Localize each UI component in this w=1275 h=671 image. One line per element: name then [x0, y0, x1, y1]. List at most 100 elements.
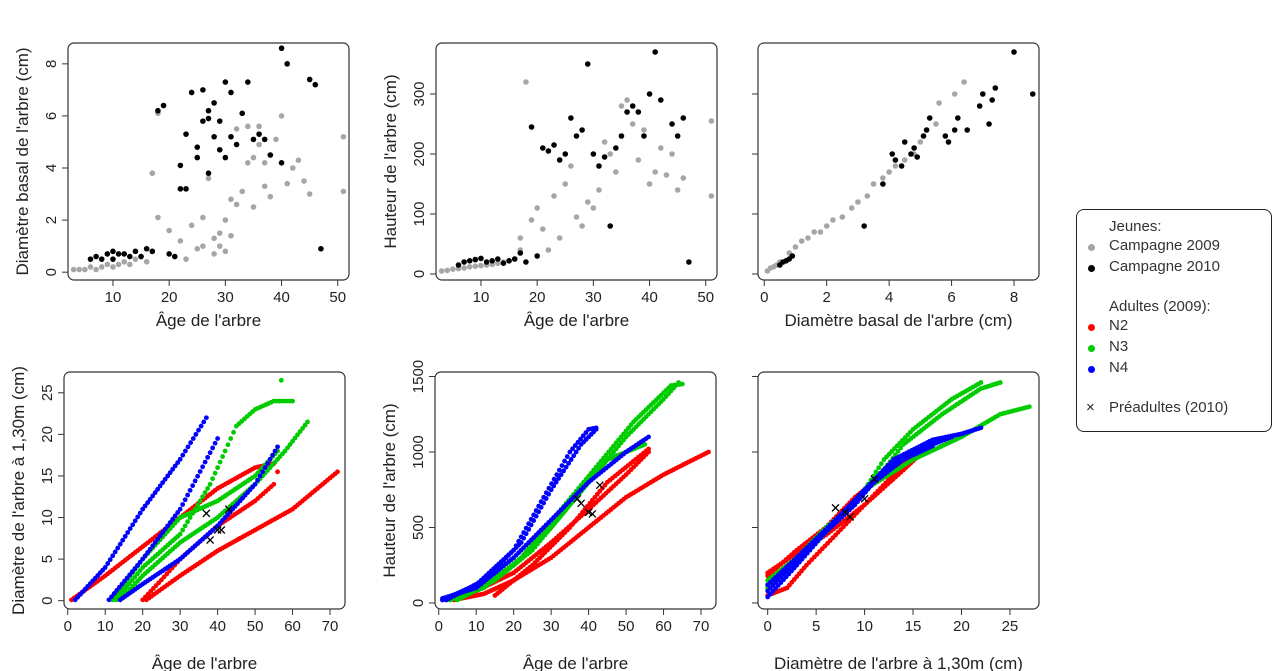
data-point: [117, 541, 123, 547]
plot-frame: [67, 42, 350, 281]
data-point: [986, 121, 992, 127]
plot-frame: [757, 42, 1040, 281]
data-point: [564, 454, 570, 459]
data-point: [318, 245, 324, 252]
y-tick-label: 0: [411, 270, 428, 278]
panel-1: 10 20 30 40 50 0 2 4 6 8 Âge de l'arbre Diamètre ba…: [13, 42, 350, 330]
data-point: [278, 377, 284, 383]
data-point: [658, 97, 664, 103]
data-point: [568, 115, 574, 121]
data-point: [211, 133, 217, 140]
data-point: [93, 253, 99, 260]
data-point: [579, 127, 585, 133]
data-point: [472, 256, 479, 263]
data-point: [180, 527, 186, 533]
x-tick-label: 50: [697, 289, 714, 306]
panel-5: 0 10 20 30 40 50 60 70 0 500 1000 1500 Âge de l'arbr…: [380, 360, 717, 671]
data-point: [335, 469, 340, 475]
data-point: [233, 126, 240, 132]
data-point: [652, 49, 658, 55]
data-point: [157, 533, 163, 539]
series-campagne-2010: [777, 49, 1036, 268]
data-point: [811, 229, 817, 235]
data-point: [205, 486, 211, 491]
data-point: [104, 261, 111, 268]
data-point: [220, 454, 226, 459]
data-point: [160, 480, 166, 485]
data-point: [210, 445, 216, 451]
y-tick-label: 500: [410, 515, 427, 540]
data-point: [284, 61, 290, 67]
data-point: [523, 79, 529, 85]
data-point: [997, 380, 1003, 385]
data-point: [949, 434, 955, 440]
data-point: [271, 481, 277, 487]
data-point: [290, 438, 295, 444]
data-point: [104, 251, 111, 257]
data-point-cross: [588, 509, 597, 518]
legend-label-2009: Campagne 2009: [1109, 237, 1220, 254]
legend-label-n2: N2: [1109, 317, 1129, 334]
data-point: [590, 205, 597, 211]
data-point: [210, 476, 216, 482]
data-point: [1011, 49, 1017, 55]
data-point: [290, 398, 295, 404]
data-point: [861, 223, 867, 229]
data-point: [107, 557, 113, 563]
legend-label-2010: Campagne 2010: [1109, 258, 1220, 275]
data-point: [629, 103, 636, 109]
data-point: [155, 214, 161, 221]
data-point: [898, 445, 904, 451]
data-point: [618, 133, 625, 139]
data-point: [167, 520, 173, 525]
legend-label-preadultes: Préadultes (2010): [1109, 399, 1229, 416]
data-point: [233, 141, 240, 148]
data-point: [110, 553, 116, 559]
data-point: [155, 536, 161, 542]
data-point: [278, 45, 285, 52]
legend-marker-n3: [1088, 345, 1095, 352]
data-point: [495, 260, 501, 267]
y-tick-label: 0: [39, 597, 56, 605]
x-tick-label: 0: [760, 289, 768, 306]
data-point: [203, 415, 209, 421]
data-point: [607, 223, 614, 229]
data-point: [823, 223, 830, 229]
data-point: [607, 151, 614, 157]
data-point: [295, 157, 302, 163]
data-point: [285, 445, 290, 451]
data-point: [302, 422, 308, 428]
data-point: [194, 154, 201, 161]
data-point: [562, 151, 569, 157]
data-point: [217, 459, 223, 465]
data-point: [245, 79, 251, 85]
series-n4: [72, 415, 280, 603]
data-point: [195, 502, 201, 508]
data-point: [188, 222, 195, 229]
data-point: [534, 253, 540, 259]
data-point: [216, 230, 223, 236]
data-point: [680, 115, 687, 121]
data-point: [207, 450, 213, 456]
data-point: [278, 113, 285, 119]
data-point: [185, 519, 191, 525]
data-point: [876, 465, 882, 471]
data-point: [923, 127, 930, 133]
data-point: [140, 556, 146, 562]
data-point: [122, 533, 128, 539]
series-campagne-2009: [438, 79, 715, 274]
data-point: [93, 266, 99, 273]
data-point: [102, 565, 108, 570]
data-point: [340, 133, 347, 140]
data-point: [205, 115, 212, 122]
data-point: [511, 256, 518, 262]
data-point: [245, 160, 251, 166]
x-tick-label: 20: [505, 618, 522, 635]
data-point: [185, 444, 191, 450]
data-point: [190, 510, 196, 516]
data-point: [920, 133, 927, 139]
data-point: [945, 139, 952, 145]
series-n4: [440, 425, 651, 603]
data-point: [506, 258, 512, 264]
data-point: [518, 540, 524, 545]
